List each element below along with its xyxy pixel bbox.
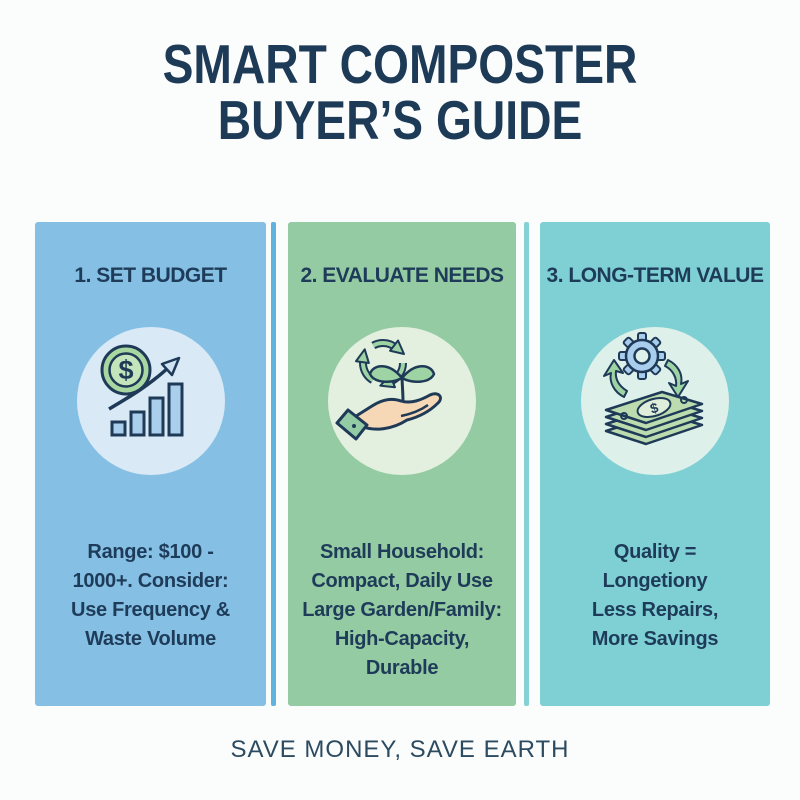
card-set-budget-header: 1. SET BUDGET: [74, 264, 227, 287]
card-long-term-value-header: 3. LONG-TERM VALUE: [546, 264, 764, 287]
card-evaluate-needs-body: Small Household: Compact, Daily Use Larg…: [302, 541, 502, 679]
divider-stripe-2: [524, 222, 529, 706]
page-title-line2: BUYER’S GUIDE: [217, 89, 583, 151]
money-growth-chart-icon: $: [76, 326, 226, 476]
footer-tagline: SAVE MONEY, SAVE EARTH: [230, 736, 570, 763]
page-title-line1: SMART COMPOSTER: [162, 33, 638, 95]
svg-text:$: $: [118, 355, 133, 385]
card-evaluate-needs: 2. EVALUATE NEEDS Small Household: Comp: [288, 222, 516, 706]
gear-money-cycle-icon: $: [580, 326, 730, 476]
card-set-budget-body: Range: $100 - 1000+. Consider: Use Frequ…: [71, 541, 230, 650]
card-long-term-value-body: Quality = Longetiony Less Repairs, More …: [591, 541, 719, 650]
hand-plant-recycle-icon: [327, 326, 477, 476]
card-set-budget: 1. SET BUDGET $ Range: $100 - 1000+. Con…: [35, 222, 266, 706]
page-title: SMART COMPOSTER BUYER’S GUIDE: [64, 36, 736, 148]
card-evaluate-needs-header: 2. EVALUATE NEEDS: [300, 264, 504, 287]
card-long-term-value: 3. LONG-TERM VALUE: [540, 222, 770, 706]
divider-stripe-1: [271, 222, 276, 706]
